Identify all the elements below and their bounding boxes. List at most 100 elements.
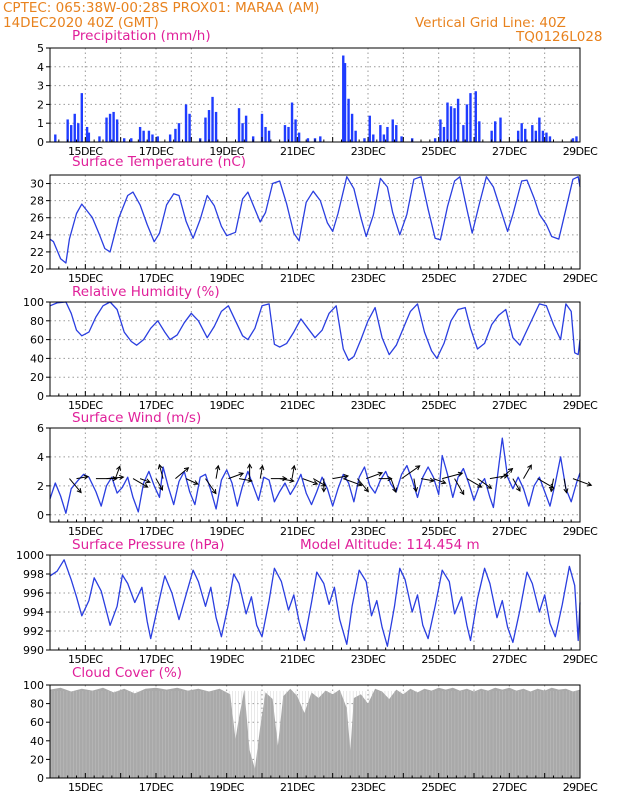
precipitation-bar bbox=[524, 128, 527, 142]
precipitation-bar bbox=[350, 113, 354, 142]
precipitation-bar bbox=[319, 136, 322, 142]
precipitation-bar bbox=[342, 55, 345, 142]
precipitation-bar bbox=[541, 130, 545, 142]
wind-arrow bbox=[433, 478, 447, 485]
relative-humidity-xtick-label: 17DEC bbox=[139, 399, 174, 412]
wind-arrow bbox=[155, 478, 164, 491]
wind-arrow bbox=[321, 478, 327, 493]
precipitation-bar bbox=[73, 113, 76, 142]
wind-arrow bbox=[302, 478, 319, 486]
precipitation-bar bbox=[283, 125, 287, 142]
precipitation-bar bbox=[462, 125, 465, 142]
precipitation-ytick-label: 1 bbox=[37, 117, 44, 130]
wind-arrow bbox=[95, 476, 118, 482]
surface-temperature-xtick-label: 29DEC bbox=[563, 272, 598, 285]
precipitation-bar bbox=[442, 126, 446, 142]
precipitation-bar bbox=[204, 117, 207, 142]
precipitation-bar bbox=[168, 134, 172, 142]
precipitation-bar bbox=[575, 136, 578, 142]
surface-wind-xtick-label: 29DEC bbox=[563, 525, 598, 538]
surface-temperature-ytick-label: 22 bbox=[30, 246, 44, 259]
precipitation-bar bbox=[531, 125, 534, 142]
cloud-cover-panel: Cloud Cover (%) 0 20 40 60 80 100 15DEC 17DEC 19D… bbox=[23, 665, 599, 794]
precipitation-bar bbox=[123, 138, 126, 142]
precipitation-bar bbox=[400, 136, 403, 142]
precipitation-bar bbox=[251, 136, 255, 142]
surface-wind-ytick-label: 6 bbox=[37, 422, 44, 435]
cloud-cover-ytick-label: 20 bbox=[30, 753, 44, 766]
precipitation-bar bbox=[287, 126, 290, 142]
precipitation-bar bbox=[241, 123, 244, 142]
precipitation-bar bbox=[465, 104, 469, 142]
precipitation-title: Precipitation (mm/h) bbox=[72, 28, 211, 44]
cloud-cover-xtick-label: 17DEC bbox=[139, 781, 174, 794]
precipitation-bar bbox=[379, 125, 382, 142]
wind-arrow bbox=[572, 478, 593, 487]
precipitation-bar bbox=[80, 93, 83, 142]
cloud-cover-title: Cloud Cover (%) bbox=[72, 665, 182, 681]
surface-wind-ytick-label: 2 bbox=[37, 480, 44, 493]
precipitation-bar bbox=[446, 102, 449, 142]
wind-arrow bbox=[466, 478, 483, 488]
surface-pressure-ytick-label: 996 bbox=[23, 587, 44, 600]
wind-arrow bbox=[69, 478, 82, 494]
precipitation-bar bbox=[142, 130, 145, 142]
wind-arrow bbox=[215, 464, 221, 479]
precipitation-bar bbox=[297, 132, 301, 142]
cloud-cover-xtick-label: 23DEC bbox=[351, 781, 386, 794]
surface-pressure-xtick-label: 25DEC bbox=[421, 653, 456, 666]
relative-humidity-panel: Relative Humidity (%) 0 20 40 60 80 100 15DEC 17… bbox=[23, 284, 599, 412]
precipitation-ytick-label: 4 bbox=[37, 61, 44, 74]
precipitation-bar bbox=[66, 119, 69, 142]
precipitation-xtick-label: 15DEC bbox=[68, 145, 103, 158]
surface-wind-ytick-label: 0 bbox=[37, 509, 44, 522]
precipitation-bar bbox=[490, 130, 493, 142]
cloud-cover-ytick-label: 100 bbox=[23, 679, 44, 692]
surface-temperature-line bbox=[49, 176, 581, 264]
surface-pressure-ytick-label: 994 bbox=[23, 606, 44, 619]
precipitation-bar bbox=[264, 126, 267, 142]
wind-arrow bbox=[279, 477, 295, 483]
precipitation-bar bbox=[207, 110, 211, 142]
surface-temperature-xtick-label: 25DEC bbox=[421, 272, 456, 285]
header-vertical-grid: Vertical Grid Line: 40Z bbox=[415, 15, 566, 31]
precipitation-xtick-label: 27DEC bbox=[492, 145, 527, 158]
wind-arrow bbox=[76, 474, 90, 480]
precipitation-bar bbox=[516, 130, 520, 142]
surface-pressure-title: Surface Pressure (hPa) bbox=[72, 537, 225, 553]
precipitation-bar bbox=[184, 104, 188, 142]
surface-wind-xtick-label: 27DEC bbox=[492, 525, 527, 538]
surface-pressure-ytick-label: 998 bbox=[23, 568, 44, 581]
precipitation-bar bbox=[54, 134, 57, 142]
cloud-cover-ytick-label: 80 bbox=[30, 698, 44, 711]
relative-humidity-xtick-label: 21DEC bbox=[280, 399, 315, 412]
precipitation-bar bbox=[368, 115, 371, 142]
precipitation-bar bbox=[105, 117, 108, 142]
precipitation-bar bbox=[571, 138, 575, 142]
relative-humidity-xtick-label: 15DEC bbox=[68, 399, 103, 412]
precipitation-ytick-label: 3 bbox=[37, 80, 44, 93]
precipitation-bar bbox=[343, 63, 347, 142]
relative-humidity-frame bbox=[49, 301, 581, 397]
relative-humidity-ytick-label: 100 bbox=[23, 296, 44, 309]
precipitation-panel: Precipitation (mm/h) 0 1 2 3 4 5 15DEC 17DEC 19DE… bbox=[37, 28, 599, 158]
surface-temperature-frame bbox=[49, 174, 581, 270]
wind-arrow bbox=[332, 474, 350, 480]
wind-arrow bbox=[442, 471, 464, 480]
precipitation-bar bbox=[156, 136, 159, 142]
wind-arrow bbox=[477, 478, 493, 489]
surface-pressure-xtick-label: 21DEC bbox=[280, 653, 315, 666]
precipitation-xtick-label: 23DEC bbox=[351, 145, 386, 158]
wind-arrow bbox=[114, 465, 121, 479]
relative-humidity-line bbox=[49, 301, 581, 361]
precipitation-bar bbox=[147, 130, 151, 142]
precipitation-bar bbox=[439, 119, 442, 142]
cloud-cover-ytick-label: 60 bbox=[30, 716, 44, 729]
header-model-id: TQ0126L028 bbox=[515, 29, 603, 45]
precipitation-bar bbox=[306, 138, 310, 142]
precipitation-xtick-label: 17DEC bbox=[139, 145, 174, 158]
precipitation-bar bbox=[469, 93, 472, 142]
surface-temperature-xtick-label: 21DEC bbox=[280, 272, 315, 285]
precipitation-bar bbox=[260, 113, 264, 142]
surface-pressure-panel: Surface Pressure (hPa) Model Altitude: 11… bbox=[16, 537, 599, 666]
